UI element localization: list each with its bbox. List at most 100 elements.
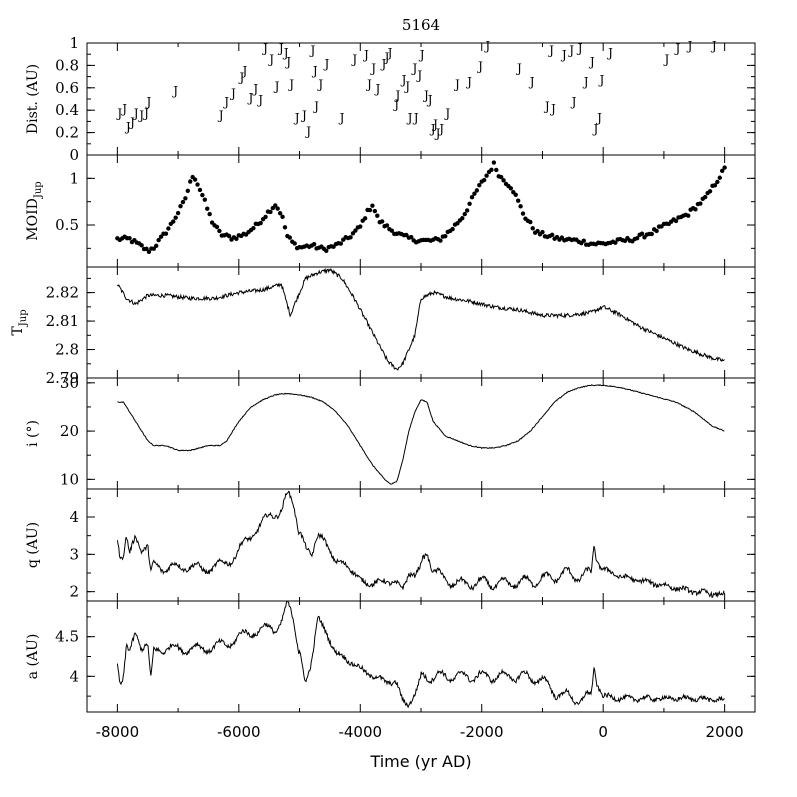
data-point-j: J	[453, 77, 460, 91]
y-axis-label-moid: MOIDJup	[25, 181, 44, 240]
data-point	[450, 226, 455, 232]
data-point-j: J	[686, 39, 693, 53]
data-point-j: J	[412, 111, 419, 125]
data-point-j: J	[400, 73, 407, 87]
data-point-j: J	[437, 122, 444, 136]
data-point	[234, 236, 239, 242]
data-point-j: J	[128, 115, 135, 129]
data-point-j: J	[293, 111, 300, 125]
data-point	[389, 228, 395, 233]
data-point-j: J	[322, 57, 329, 71]
data-point-j: J	[373, 82, 380, 96]
data-point	[372, 208, 378, 214]
x-tick-label: 0	[598, 723, 608, 741]
data-point-j: J	[567, 44, 574, 58]
data-point-j: J	[476, 59, 483, 73]
data-point	[384, 223, 390, 228]
data-point-j: J	[426, 93, 433, 107]
data-point-j: J	[229, 86, 236, 100]
data-point-j: J	[710, 39, 717, 53]
data-point	[251, 225, 256, 231]
data-point	[144, 246, 149, 252]
data-point-j: J	[443, 106, 450, 120]
moid-points	[115, 160, 727, 255]
y-tick-label: 0.8	[55, 56, 79, 74]
data-point-j: J	[142, 106, 149, 120]
y-tick-label: 4	[69, 508, 79, 526]
y-tick-label: 0.6	[55, 79, 79, 97]
data-point	[513, 192, 518, 198]
data-point-j: J	[287, 77, 294, 91]
data-point	[280, 214, 285, 220]
data-point	[370, 203, 375, 208]
data-point	[460, 216, 465, 221]
data-point-j: J	[483, 39, 490, 53]
data-point	[185, 188, 191, 193]
data-point	[287, 235, 293, 240]
data-point	[139, 243, 144, 248]
data-point-j: J	[549, 102, 556, 116]
y-axis-label-subscript: Jup	[18, 309, 29, 327]
panel-q: 2 3 4 q (AU)	[25, 488, 756, 602]
data-point	[491, 160, 497, 165]
data-point	[530, 226, 535, 231]
data-point	[715, 179, 720, 185]
data-point	[462, 211, 467, 217]
data-point	[275, 206, 280, 211]
data-point	[358, 224, 363, 229]
data-point	[311, 241, 317, 247]
data-point	[673, 218, 679, 224]
y-tick-label: 0	[69, 146, 79, 164]
x-tick-label: -4000	[338, 723, 382, 741]
y-tick-label: 1	[69, 34, 79, 52]
data-point-j: J	[145, 95, 152, 109]
data-point-j: J	[362, 48, 369, 62]
data-point-j: J	[406, 111, 413, 125]
panel-a: 4 4.5 a (AU)	[25, 600, 756, 713]
data-point	[484, 173, 489, 178]
data-point	[178, 203, 183, 209]
data-point-j: J	[369, 62, 376, 76]
x-axis: -8000 -6000 -4000 -2000 0 2000	[96, 723, 744, 741]
data-point	[549, 232, 555, 238]
data-point	[494, 167, 499, 173]
x-tick-label: -6000	[217, 723, 261, 741]
data-point	[581, 238, 586, 243]
data-point	[712, 183, 718, 188]
y-tick-label: 4.5	[55, 628, 79, 646]
data-point-j: J	[311, 64, 318, 78]
data-point-j: J	[267, 53, 274, 67]
data-point-j: J	[132, 106, 139, 120]
y-tick-label: 3	[69, 545, 79, 563]
data-point	[438, 238, 443, 243]
data-point-j: J	[588, 55, 595, 69]
data-point	[200, 192, 205, 198]
panel-frame-a	[86, 600, 756, 713]
y-axis-label-q: q (AU)	[25, 522, 41, 568]
panel-incl: 10 20 30 i (°)	[25, 374, 756, 490]
data-point-j: J	[431, 118, 438, 132]
data-point-j: J	[560, 48, 567, 62]
data-point-j: J	[673, 41, 680, 55]
data-point-j: J	[429, 122, 436, 136]
data-point-j: J	[394, 89, 401, 103]
data-point	[443, 233, 448, 239]
x-tick-label: 2000	[706, 723, 744, 741]
data-point	[375, 213, 380, 218]
data-point	[338, 241, 344, 246]
panel-moid: 0.5 1 MOIDJup	[25, 154, 756, 268]
data-point-j: J	[312, 100, 319, 114]
data-point-j: J	[308, 44, 315, 58]
data-point-j: J	[465, 75, 472, 89]
data-point	[707, 189, 713, 194]
data-point-j: J	[547, 44, 554, 58]
data-point	[535, 228, 540, 234]
y-tick-label: 30	[60, 374, 79, 392]
data-point-j: J	[251, 82, 258, 96]
data-point	[258, 220, 263, 226]
data-point	[515, 198, 521, 203]
data-point	[158, 234, 164, 239]
panel-frame-incl	[86, 377, 756, 490]
